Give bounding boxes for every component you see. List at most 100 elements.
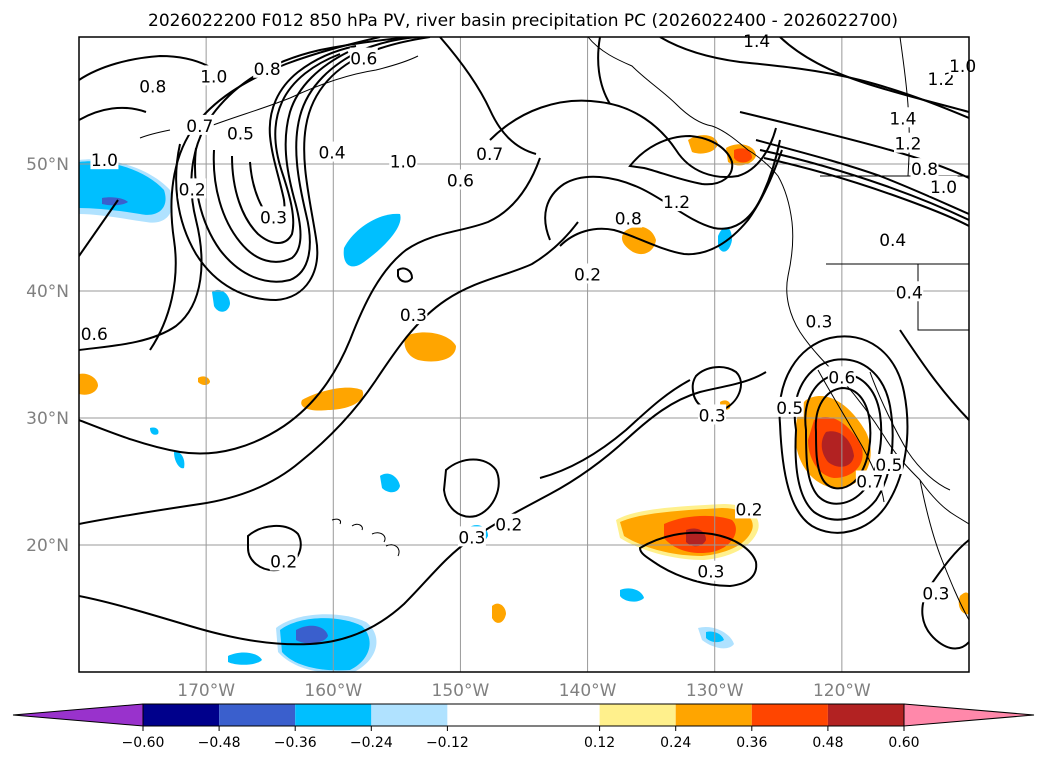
contour-label: 0.3 <box>805 312 832 332</box>
map-panel: 0.8 1.0 0.8 0.6 0.7 0.5 0.4 0.2 0.3 0.6 1.0 1.0 0.6 0… <box>26 29 977 701</box>
colorbar-tick-label: 0.36 <box>736 735 767 751</box>
colorbar: −0.60 −0.48 −0.36 −0.24 −0.12 0.12 0.24 0.36 0.4… <box>12 703 1035 751</box>
colorbar-extend-high <box>903 703 1035 727</box>
fill-blue-6 <box>620 588 644 602</box>
colorbar-bin <box>371 704 448 726</box>
fill-alaska-orange-1 <box>688 135 718 154</box>
x-tick-label: 120°W <box>813 681 871 701</box>
contour-southern <box>79 371 767 646</box>
map-frame <box>78 36 970 673</box>
contour-label: 1.2 <box>894 135 921 155</box>
colorbar-bin <box>143 704 220 726</box>
contour-label: 0.2 <box>179 180 206 200</box>
contour-label-bg <box>80 323 109 344</box>
contour-label-bg <box>178 178 207 199</box>
contour-label: 1.0 <box>91 151 118 171</box>
fill-east-orange <box>958 592 969 615</box>
y-axis-ticks: 20°N 30°N 40°N 50°N <box>26 155 69 556</box>
contour-label-bg <box>921 582 950 603</box>
contour-label: 1.0 <box>949 57 976 77</box>
colorbar-bin <box>599 704 676 726</box>
contour-label-bg <box>910 158 939 179</box>
contour-label: 0.3 <box>458 528 485 548</box>
y-tick-label: 30°N <box>26 409 69 429</box>
colorbar-bin <box>295 704 372 726</box>
colorbar-tick-label: −0.24 <box>350 735 393 751</box>
contour-low-mid <box>79 221 579 525</box>
contour-label: 0.3 <box>697 563 724 583</box>
contour-ne-loop-3 <box>559 149 783 256</box>
contour-label-bg <box>893 132 922 153</box>
contour-label: 0.8 <box>911 160 938 180</box>
contour-label-bg <box>349 47 378 68</box>
contour-label-bg <box>878 229 907 250</box>
contour-label: 0.6 <box>350 50 377 70</box>
contour-label: 1.4 <box>889 109 916 129</box>
colorbar-tick-label: 0.48 <box>812 735 843 751</box>
contour-label-bg <box>253 57 282 78</box>
fill-midpac-orange <box>404 332 456 362</box>
x-tick-label: 160°W <box>304 681 362 701</box>
contour-label: 0.6 <box>81 325 108 345</box>
colorbar-tick-label: 0.60 <box>888 735 919 751</box>
contour-label-bg <box>696 560 725 581</box>
fill-blue-3 <box>174 451 185 469</box>
contour-label-bg <box>199 65 228 86</box>
contour-label: 0.5 <box>776 399 803 419</box>
contour-label: 1.0 <box>200 67 227 87</box>
fill-ne-orange <box>622 226 656 255</box>
fill-blue-9 <box>150 427 159 435</box>
y-tick-label: 20°N <box>26 536 69 556</box>
colorbar-bin <box>447 704 600 726</box>
colorbar-bin <box>219 704 296 726</box>
x-tick-label: 170°W <box>177 681 235 701</box>
contour-label: 0.3 <box>699 406 726 426</box>
fill-blue-5 <box>228 652 262 665</box>
contour-top-mid <box>439 37 537 155</box>
contour-label-bg <box>614 207 643 228</box>
fill-blue-2 <box>212 289 230 312</box>
chart-title: 2026022200 F012 850 hPa PV, river basin … <box>148 11 898 31</box>
contour-top-north <box>597 37 611 105</box>
fill-west-orange <box>79 373 98 395</box>
coast-hawaii <box>331 518 400 557</box>
contour-baja-low-4 <box>778 335 909 534</box>
contour-small-loop-4 <box>397 267 414 283</box>
colorbar-extend-low <box>12 703 144 727</box>
colorbar-tick-label: 0.24 <box>660 735 691 751</box>
contour-label: 1.2 <box>928 70 955 90</box>
x-tick-label: 130°W <box>686 681 744 701</box>
contour-label: 0.3 <box>922 584 949 604</box>
contour-label: 0.2 <box>574 265 601 285</box>
contour-western-ridge <box>79 37 411 351</box>
contour-label-bg <box>929 175 958 196</box>
precip-anomaly-fills <box>79 135 969 672</box>
contour-label: 0.3 <box>260 208 287 228</box>
contour-label-bg <box>895 281 924 302</box>
contour-label-bg <box>475 142 504 163</box>
contour-label: 0.8 <box>139 78 166 98</box>
contour-label-bg <box>494 513 523 534</box>
contour-label: 0.6 <box>447 172 474 192</box>
contour-label-bg <box>226 122 255 143</box>
contour-west-small <box>79 106 147 121</box>
contour-label: 0.8 <box>615 210 642 230</box>
fill-northpac-orange <box>301 387 364 411</box>
contour-ne-ridge <box>628 134 734 186</box>
y-tick-label: 40°N <box>26 282 69 302</box>
x-axis-ticks: 170°W 160°W 150°W 140°W 130°W 120°W <box>177 681 871 701</box>
y-tick-label: 50°N <box>26 155 69 175</box>
contour-label: 0.7 <box>856 473 883 493</box>
contour-label-bg <box>573 263 602 284</box>
contour-label: 0.4 <box>896 283 923 303</box>
contour-label-bg <box>662 191 691 212</box>
contour-trough-4 <box>231 53 341 244</box>
contour-label: 0.5 <box>227 125 254 145</box>
contour-label-bg <box>874 453 903 474</box>
contour-small-loop-2 <box>442 458 500 518</box>
contour-baja-low-3 <box>814 386 872 490</box>
fill-small-orange-2 <box>492 603 506 623</box>
contour-label: 0.8 <box>254 60 281 80</box>
contour-label-bg <box>888 107 917 128</box>
